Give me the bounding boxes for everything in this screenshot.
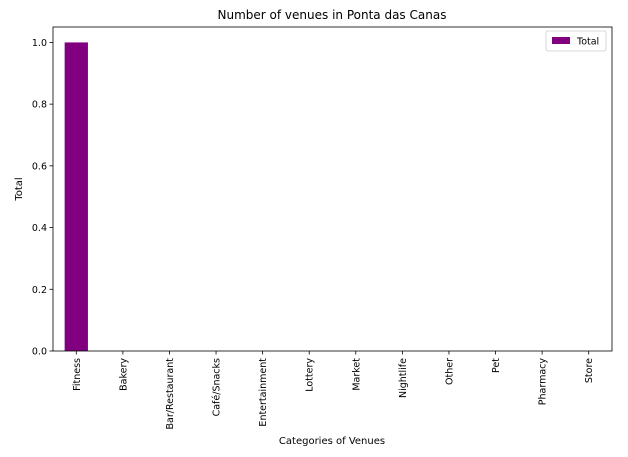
x-tick-label: Other (444, 358, 455, 385)
x-tick-label: Lottery (305, 358, 316, 392)
plot-area: 0.0 0.2 0.4 0.6 0.8 1.0 Fitness Bakery Bar/Resta… (32, 26, 613, 430)
bar (64, 42, 88, 352)
legend-swatch (552, 37, 570, 44)
x-tick-label: Store (584, 358, 595, 383)
legend-box (545, 30, 607, 52)
y-tick-label: 0.4 (32, 223, 47, 234)
legend-label: Total (576, 37, 599, 48)
chart-title: Number of venues in Ponta das Canas (218, 8, 447, 22)
y-tick-label: 0.6 (32, 161, 47, 172)
x-tick-label: Bar/Restaurant (165, 358, 176, 430)
y-tick-label: 0.2 (32, 285, 47, 296)
x-axis-label: Categories of Venues (279, 436, 385, 447)
plot-frame (52, 26, 613, 352)
x-tick-label: Entertainment (258, 358, 269, 427)
y-tick-label: 0.8 (32, 100, 47, 111)
y-tick-label: 1.0 (32, 38, 47, 49)
x-tick-label: Bakery (118, 358, 129, 391)
x-tick-label: Pet (491, 358, 502, 373)
x-tick-label: Café/Snacks (212, 358, 223, 416)
x-tick-label: Pharmacy (538, 358, 549, 406)
x-tick-label: Nightlife (398, 358, 409, 398)
x-tick-label: Market (351, 358, 362, 391)
y-tick-label: 0.0 (32, 347, 47, 358)
y-axis-label: Total (14, 177, 25, 201)
x-tick-label: Fitness (72, 358, 83, 391)
legend: Total (545, 30, 607, 52)
